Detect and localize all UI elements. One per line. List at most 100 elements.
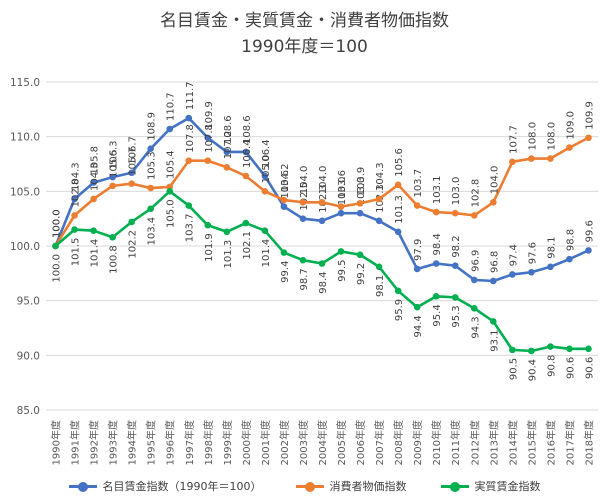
x-tick-label: 1998年度: [202, 420, 215, 465]
data-point: [90, 195, 97, 203]
x-tick-label: 1995年度: [145, 420, 158, 465]
data-label: 104.3: [90, 162, 101, 191]
data-point: [528, 268, 535, 276]
data-point: [185, 202, 193, 209]
x-tick-label: 2001年度: [259, 420, 272, 465]
x-tick-label: 1991年度: [69, 420, 82, 465]
data-label: 98.1: [546, 237, 557, 259]
x-tick-label: 2004年度: [316, 420, 329, 465]
data-label: 97.9: [413, 239, 424, 261]
x-tick-label: 2002年度: [278, 420, 291, 465]
x-tick-label: 2018年度: [582, 420, 595, 465]
data-point: [280, 249, 288, 256]
data-label: 102.8: [71, 179, 82, 208]
data-label: 105.0: [261, 155, 272, 184]
data-label: 93.1: [489, 329, 500, 351]
data-point: [337, 248, 345, 255]
x-tick-label: 2016年度: [544, 420, 557, 465]
data-label: 103.7: [185, 214, 196, 243]
data-point: [318, 217, 326, 225]
data-point: [109, 233, 116, 241]
x-tick-label: 1999年度: [221, 420, 234, 465]
data-point: [71, 212, 78, 219]
x-tick-label: 2012年度: [468, 420, 481, 465]
data-point: [90, 179, 97, 186]
legend-label-cpi: 消費者物価指数: [329, 480, 407, 493]
data-point: [147, 205, 154, 213]
data-label: 90.6: [565, 357, 576, 379]
data-point: [509, 271, 516, 278]
data-point: [451, 262, 459, 269]
data-label: 109.9: [204, 101, 215, 130]
data-point: [585, 247, 592, 254]
data-label: 96.8: [489, 251, 500, 273]
data-label: 90.8: [546, 355, 557, 377]
data-label: 95.9: [394, 299, 405, 321]
data-point: [261, 227, 269, 234]
legend-label-nominal-wage: 名目賃金指数（1990年＝100）: [102, 480, 262, 493]
data-label: 102.2: [128, 230, 139, 259]
data-label: 105.3: [147, 151, 158, 180]
data-point: [166, 188, 174, 195]
line-chart: 85.0 90.0 95.0 100.0 105.0 110.0 115.0 1990年度 19…: [10, 77, 598, 465]
x-tick-label: 1993年度: [107, 420, 120, 465]
data-label: 108.6: [223, 115, 234, 144]
data-point: [242, 219, 250, 227]
data-point: [547, 263, 554, 271]
data-label: 104.0: [318, 166, 329, 195]
data-label: 98.4: [318, 271, 329, 293]
data-point: [109, 173, 116, 181]
data-point: [566, 345, 573, 353]
data-label: 103.1: [432, 175, 443, 204]
data-point: [413, 202, 421, 209]
data-label: 104.3: [375, 162, 386, 191]
x-tick-label: 1990年度: [50, 420, 63, 465]
data-point: [528, 155, 535, 162]
data-label: 99.2: [356, 263, 367, 285]
x-tick-label: 2006年度: [354, 420, 367, 465]
data-label: 98.4: [432, 233, 443, 255]
data-label: 105.7: [128, 147, 139, 176]
legend-item-nominal-wage: 名目賃金指数（1990年＝100）: [68, 478, 262, 494]
data-point: [242, 148, 250, 156]
data-point: [337, 209, 345, 217]
data-point: [280, 196, 288, 204]
x-tick-label: 2005年度: [335, 420, 348, 465]
data-point: [204, 157, 212, 165]
y-tick-label: 115.0: [10, 77, 40, 89]
data-label: 106.4: [261, 139, 272, 168]
data-point: [71, 226, 78, 233]
data-point: [451, 209, 459, 217]
data-label: 102.8: [470, 179, 481, 208]
legend-swatch-cpi: [295, 480, 324, 492]
data-point: [261, 188, 269, 195]
data-point: [223, 228, 231, 236]
data-label: 108.0: [546, 122, 557, 151]
data-point: [147, 145, 154, 152]
x-tick-label: 2003年度: [297, 420, 310, 465]
data-point: [375, 217, 383, 225]
data-label: 106.7: [128, 136, 139, 165]
y-tick-label: 100.0: [10, 241, 40, 253]
legend-swatch-nominal-wage: [68, 480, 97, 492]
data-point: [185, 157, 193, 165]
data-point: [432, 292, 440, 300]
data-label: 105.6: [394, 148, 405, 177]
data-label: 104.0: [299, 166, 310, 195]
data-label: 100.0: [52, 209, 63, 238]
data-point: [509, 346, 516, 354]
x-tick-label: 2009年度: [411, 420, 424, 465]
data-point: [299, 198, 307, 206]
data-label: 99.4: [280, 261, 291, 283]
x-tick-label: 2010年度: [430, 420, 443, 465]
data-label: 100.0: [52, 209, 63, 238]
data-label: 98.8: [565, 229, 576, 251]
data-point: [223, 163, 231, 171]
data-label: 97.4: [508, 244, 519, 266]
data-point: [109, 182, 116, 190]
data-label: 103.9: [356, 167, 367, 196]
data-label: 104.0: [489, 166, 500, 195]
data-point: [394, 287, 402, 295]
y-tick-label: 90.0: [17, 350, 40, 362]
data-label: 111.7: [185, 81, 196, 110]
